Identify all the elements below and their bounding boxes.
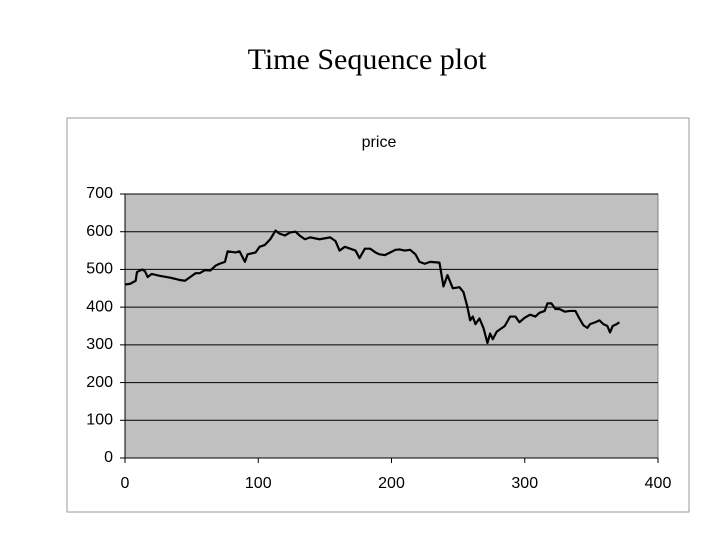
slide-title: Time Sequence plot (248, 43, 488, 76)
x-tick-label: 0 (121, 475, 130, 492)
y-tick-label: 400 (86, 298, 113, 315)
x-tick-label: 100 (245, 475, 272, 492)
y-tick-label: 600 (86, 223, 113, 240)
y-tick-label: 500 (86, 261, 113, 278)
y-tick-label: 100 (86, 412, 113, 429)
y-tick-label: 300 (86, 336, 113, 353)
price-line (124, 229, 620, 345)
x-tick-label: 400 (645, 475, 672, 492)
plot-area (124, 193, 659, 459)
y-tick-label: 700 (86, 185, 113, 202)
x-tick-label: 300 (511, 475, 538, 492)
x-tick-label: 200 (378, 475, 405, 492)
y-tick-label: 0 (104, 449, 113, 466)
y-tick-label: 200 (86, 374, 113, 391)
chart-title: price (362, 134, 397, 151)
